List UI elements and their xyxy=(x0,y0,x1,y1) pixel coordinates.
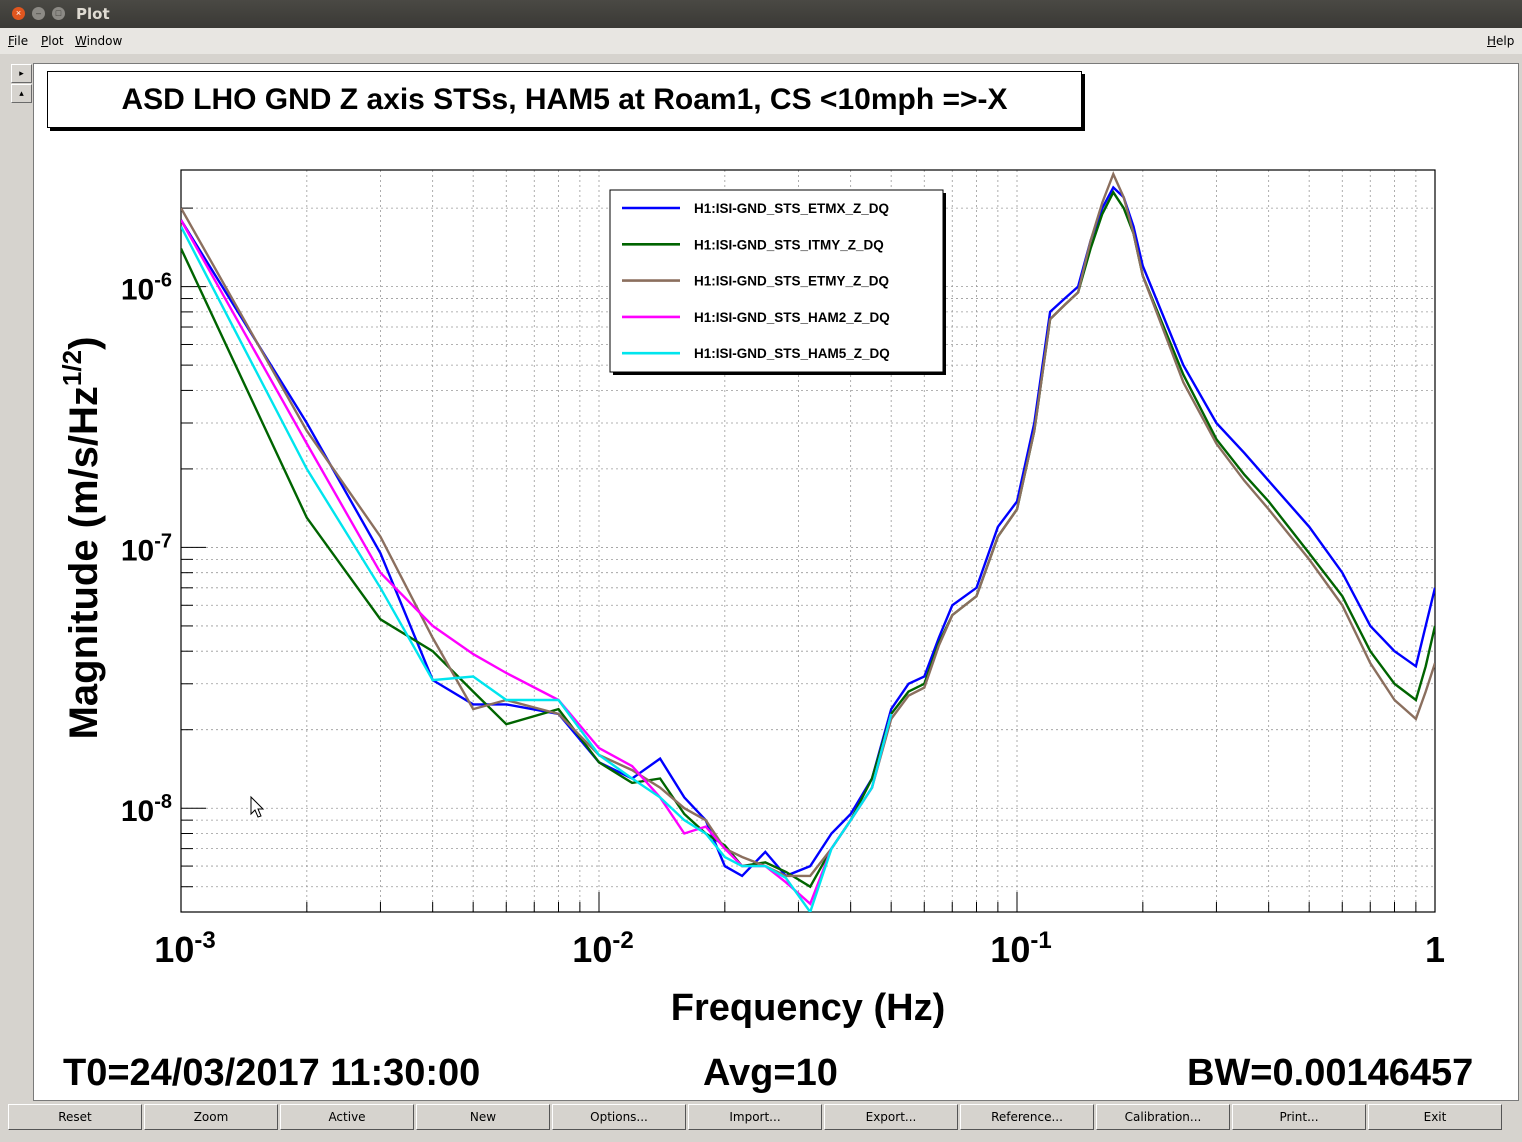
legend-label-0: H1:ISI-GND_STS_ETMX_Z_DQ xyxy=(694,201,889,216)
avg-label: Avg=10 xyxy=(703,1052,838,1094)
menu-window[interactable]: Window xyxy=(75,34,123,48)
print-button[interactable]: Print... xyxy=(1232,1104,1366,1130)
mouse-cursor-icon xyxy=(250,795,265,818)
new-button[interactable]: New xyxy=(416,1104,550,1130)
minimize-window-button[interactable]: – xyxy=(32,7,45,20)
menu-plot[interactable]: Plot xyxy=(41,34,64,48)
legend-label-4: H1:ISI-GND_STS_HAM5_Z_DQ xyxy=(694,346,890,361)
maximize-window-button[interactable]: □ xyxy=(52,7,65,20)
export-button[interactable]: Export... xyxy=(824,1104,958,1130)
y-tick-label: 10-6 xyxy=(121,270,172,307)
expand-right-button[interactable]: ▸ xyxy=(11,64,32,83)
x-tick-label: 1 xyxy=(1425,929,1445,970)
y-tick-label: 10-8 xyxy=(121,791,172,828)
plot-frame xyxy=(180,169,1436,913)
series-line-4 xyxy=(181,225,893,912)
x-tick-label: 10-2 xyxy=(572,927,633,970)
y-tick-label: 10-7 xyxy=(121,530,172,567)
x-tick-label: 10-3 xyxy=(154,927,215,970)
exit-button[interactable]: Exit xyxy=(1368,1104,1502,1130)
import-button[interactable]: Import... xyxy=(688,1104,822,1130)
options-button[interactable]: Options... xyxy=(552,1104,686,1130)
plot-title: ASD LHO GND Z axis STSs, HAM5 at Roam1, … xyxy=(47,71,1082,128)
t0-label: T0=24/03/2017 11:30:00 xyxy=(63,1052,481,1094)
menu-help[interactable]: Help xyxy=(1487,34,1515,48)
y-axis-label: Magnitude (m/s/Hz1/2) xyxy=(57,337,106,740)
close-window-button[interactable]: × xyxy=(12,7,25,20)
calibration-button[interactable]: Calibration... xyxy=(1096,1104,1230,1130)
zoom-button[interactable]: Zoom xyxy=(144,1104,278,1130)
expand-up-button[interactable]: ▴ xyxy=(11,84,32,103)
menu-bar: File Plot Window Help xyxy=(0,28,1522,54)
series-line-2 xyxy=(181,170,1435,878)
x-axis-label: Frequency (Hz) xyxy=(671,987,945,1029)
legend-label-3: H1:ISI-GND_STS_HAM2_Z_DQ xyxy=(694,310,890,325)
window-title: Plot xyxy=(76,5,110,23)
legend-label-2: H1:ISI-GND_STS_ETMY_Z_DQ xyxy=(694,274,889,289)
active-button[interactable]: Active xyxy=(280,1104,414,1130)
bw-label: BW=0.00146457 xyxy=(1187,1052,1474,1094)
menu-file[interactable]: File xyxy=(8,34,29,48)
reference-button[interactable]: Reference... xyxy=(960,1104,1094,1130)
x-tick-label: 10-1 xyxy=(990,927,1051,970)
reset-button[interactable]: Reset xyxy=(8,1104,142,1130)
button-bar: Reset Zoom Active New Options... Import... Exp… xyxy=(8,1104,1506,1130)
window-titlebar: × – □ Plot xyxy=(0,0,1522,28)
legend-label-1: H1:ISI-GND_STS_ITMY_Z_DQ xyxy=(694,237,884,252)
